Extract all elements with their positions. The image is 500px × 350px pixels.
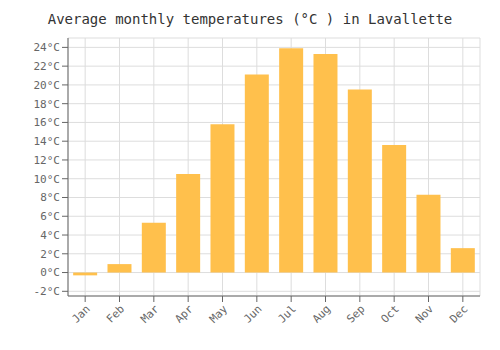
svg-text:Jul: Jul xyxy=(276,302,299,325)
svg-text:Dec: Dec xyxy=(447,302,470,325)
svg-text:-2°C: -2°C xyxy=(34,285,61,298)
svg-text:20°C: 20°C xyxy=(34,79,61,92)
svg-text:Oct: Oct xyxy=(379,302,402,325)
svg-text:May: May xyxy=(207,302,231,326)
svg-text:22°C: 22°C xyxy=(34,60,61,73)
svg-text:24°C: 24°C xyxy=(34,41,61,54)
svg-text:14°C: 14°C xyxy=(34,135,61,148)
svg-text:10°C: 10°C xyxy=(34,173,61,186)
svg-text:18°C: 18°C xyxy=(34,98,61,111)
svg-text:Jun: Jun xyxy=(241,302,264,325)
svg-text:0°C: 0°C xyxy=(40,266,60,279)
svg-text:Aug: Aug xyxy=(310,302,333,325)
svg-text:6°C: 6°C xyxy=(40,210,60,223)
svg-text:16°C: 16°C xyxy=(34,116,61,129)
svg-text:8°C: 8°C xyxy=(40,191,60,204)
svg-text:12°C: 12°C xyxy=(34,154,61,167)
svg-text:Jan: Jan xyxy=(70,302,93,325)
html-text:Average monthly temperatures (: Average monthly temperatures (°C ) in La… xyxy=(47,11,453,27)
svg-text:Apr: Apr xyxy=(173,302,197,326)
svg-text:4°C: 4°C xyxy=(40,229,60,242)
svg-text:Feb: Feb xyxy=(104,302,127,325)
svg-text:Nov: Nov xyxy=(413,302,437,326)
svg-text:Mar: Mar xyxy=(138,302,162,326)
svg-text:Sep: Sep xyxy=(344,302,367,325)
svg-text:2°C: 2°C xyxy=(40,248,60,261)
